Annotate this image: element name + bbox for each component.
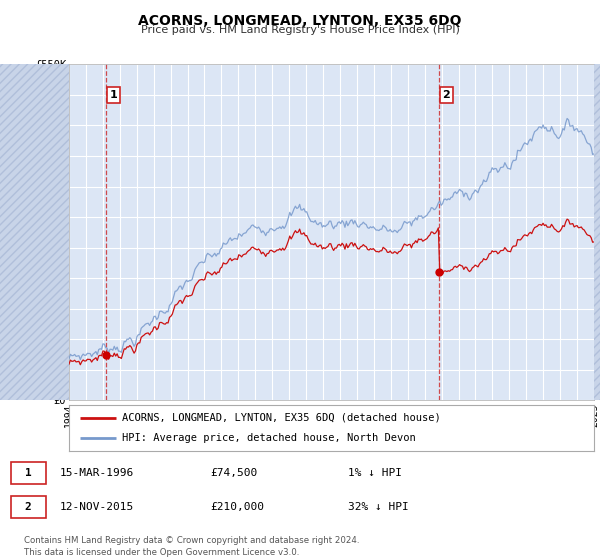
Text: 2: 2 (442, 90, 450, 100)
Text: HPI: Average price, detached house, North Devon: HPI: Average price, detached house, Nort… (121, 433, 415, 443)
Text: £210,000: £210,000 (210, 502, 264, 512)
Text: £74,500: £74,500 (210, 468, 257, 478)
Text: 12-NOV-2015: 12-NOV-2015 (60, 502, 134, 512)
Text: 1: 1 (109, 90, 117, 100)
Text: Contains HM Land Registry data © Crown copyright and database right 2024.
This d: Contains HM Land Registry data © Crown c… (24, 536, 359, 557)
Text: 1% ↓ HPI: 1% ↓ HPI (348, 468, 402, 478)
Text: 1: 1 (25, 468, 32, 478)
Text: 32% ↓ HPI: 32% ↓ HPI (348, 502, 409, 512)
Text: Price paid vs. HM Land Registry's House Price Index (HPI): Price paid vs. HM Land Registry's House … (140, 25, 460, 35)
Text: ACORNS, LONGMEAD, LYNTON, EX35 6DQ (detached house): ACORNS, LONGMEAD, LYNTON, EX35 6DQ (deta… (121, 413, 440, 423)
Text: 15-MAR-1996: 15-MAR-1996 (60, 468, 134, 478)
Text: 2: 2 (25, 502, 32, 512)
Text: ACORNS, LONGMEAD, LYNTON, EX35 6DQ: ACORNS, LONGMEAD, LYNTON, EX35 6DQ (138, 14, 462, 28)
